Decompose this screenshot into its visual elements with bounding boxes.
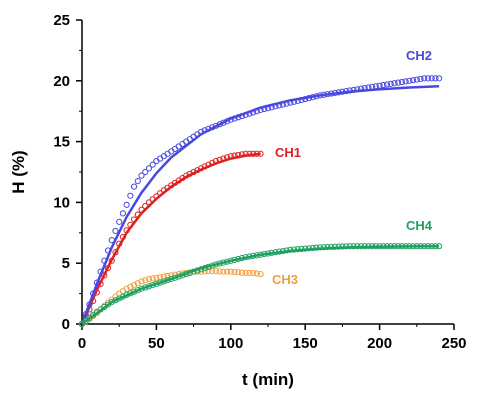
- data-point-ch2: [398, 78, 406, 86]
- data-point-ch2: [428, 75, 435, 82]
- data-point-ch2: [406, 77, 413, 84]
- x-tick-label: 250: [441, 335, 466, 352]
- data-point-ch3: [205, 268, 212, 275]
- data-point-ch2: [145, 165, 153, 172]
- data-point-ch2: [402, 78, 409, 85]
- data-point-ch3: [238, 269, 246, 276]
- fit-line-ch2: [80, 85, 440, 325]
- series-ch3: [78, 268, 264, 328]
- series-ch4: [78, 243, 443, 328]
- fit-line-ch4: [81, 244, 440, 326]
- y-axis-title: H (%): [9, 150, 28, 193]
- data-point-ch3: [231, 268, 238, 276]
- data-point-ch3: [149, 275, 156, 282]
- data-point-ch3: [216, 268, 223, 275]
- data-point-ch3: [220, 268, 227, 275]
- data-point-ch3: [145, 275, 153, 283]
- y-tick-label: 20: [53, 73, 70, 90]
- y-tick-label: 0: [62, 316, 70, 333]
- y-tick-label: 15: [53, 134, 70, 151]
- data-point-ch4: [82, 317, 89, 325]
- labels-layer: CH1 CH2 CH3 CH4: [272, 48, 433, 287]
- data-point-ch2: [424, 75, 432, 82]
- data-point-ch2: [380, 81, 387, 89]
- data-point-ch2: [409, 77, 417, 84]
- data-point-ch3: [123, 285, 130, 292]
- data-point-ch3: [134, 280, 141, 287]
- x-tick-label: 200: [367, 335, 392, 352]
- series-label-ch3: CH3: [272, 272, 298, 287]
- x-axis-title: t (min): [242, 370, 294, 389]
- data-point-ch2: [138, 172, 145, 179]
- data-point-ch2: [383, 81, 391, 88]
- series-layer: [78, 75, 443, 328]
- data-point-ch2: [432, 75, 439, 82]
- x-tick-label: 100: [218, 335, 243, 352]
- data-point-ch3: [246, 269, 253, 277]
- data-point-ch2: [391, 80, 398, 87]
- data-point-ch3: [153, 274, 160, 281]
- x-tick-label: 0: [78, 335, 86, 352]
- data-point-ch2: [149, 161, 156, 168]
- x-tick-label: 50: [148, 335, 165, 352]
- data-point-ch2: [395, 79, 402, 86]
- axes: 0 50 100 150 200 250 0 5 10 15 20 25: [53, 12, 466, 352]
- data-point-ch3: [127, 283, 134, 291]
- data-point-ch3: [130, 281, 138, 289]
- data-point-ch4: [78, 320, 86, 328]
- data-point-ch2: [116, 218, 123, 225]
- data-point-ch2: [421, 75, 428, 82]
- fit-line-ch1: [80, 152, 261, 325]
- data-point-ch2: [119, 210, 127, 217]
- data-point-ch2: [130, 183, 138, 190]
- data-point-ch3: [138, 278, 145, 285]
- data-point-ch3: [242, 269, 249, 277]
- data-point-ch2: [123, 201, 130, 208]
- data-point-ch2: [387, 80, 394, 87]
- series-ch2: [78, 75, 443, 328]
- data-point-ch3: [142, 277, 149, 284]
- data-point-ch2: [142, 168, 149, 176]
- data-point-ch3: [227, 268, 234, 275]
- data-point-ch2: [127, 192, 134, 199]
- data-point-ch3: [212, 268, 220, 275]
- data-point-ch2: [112, 227, 119, 235]
- series-label-ch1: CH1: [275, 145, 301, 160]
- data-point-ch3: [253, 270, 260, 277]
- y-tick-label: 10: [53, 194, 70, 211]
- data-point-ch2: [134, 178, 141, 185]
- data-point-ch3: [235, 269, 242, 276]
- series-label-ch2: CH2: [406, 48, 432, 63]
- data-point-ch3: [164, 272, 171, 280]
- data-point-ch2: [417, 75, 424, 83]
- data-point-ch3: [223, 268, 231, 275]
- y-tick-label: 5: [62, 255, 70, 272]
- data-point-ch2: [413, 76, 420, 83]
- series-label-ch4: CH4: [406, 218, 433, 233]
- data-point-ch2: [436, 75, 443, 82]
- x-tick-label: 150: [293, 335, 318, 352]
- y-tick-label: 25: [53, 12, 70, 29]
- data-point-ch3: [257, 271, 264, 278]
- data-point-ch3: [250, 269, 257, 277]
